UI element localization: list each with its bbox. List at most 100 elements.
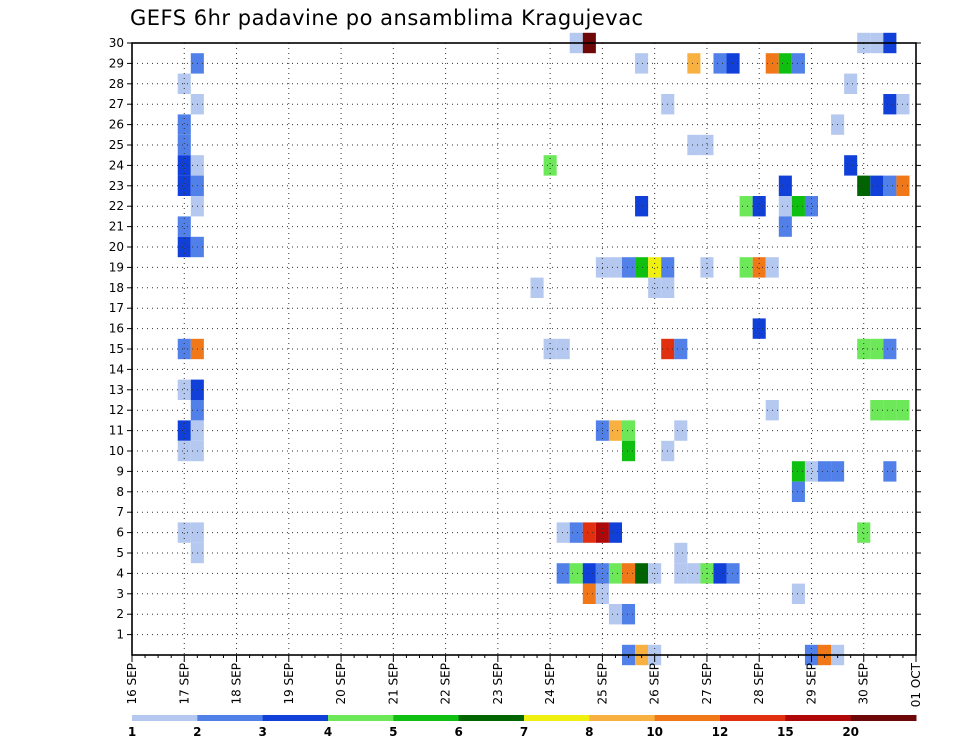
y-tick-label: 15 xyxy=(109,342,124,356)
x-tick-label: 24 SEP xyxy=(543,663,557,705)
heatmap-cell xyxy=(687,53,701,74)
y-tick-label: 10 xyxy=(109,444,124,458)
heatmap-cell xyxy=(556,563,570,584)
heatmap-cell xyxy=(870,400,884,421)
heatmap-cell xyxy=(674,420,688,441)
heatmap-cell xyxy=(791,196,805,217)
x-tick-label: 21 SEP xyxy=(386,663,400,705)
legend-swatch xyxy=(589,715,656,721)
heatmap-cell xyxy=(804,461,818,482)
heatmap-cell xyxy=(635,53,649,74)
y-tick-label: 25 xyxy=(109,138,124,152)
color-legend: 1 2 3 4 5 6 7 8 10 12 15 20 xyxy=(128,715,917,739)
plot-frame xyxy=(131,42,917,656)
x-tick-label: 25 SEP xyxy=(595,663,609,705)
y-axis-ticks: 1234567891011121314151617181920212223242… xyxy=(109,36,921,642)
y-tick-label: 19 xyxy=(109,260,124,274)
legend-label: 4 xyxy=(324,725,332,739)
heatmap-cell xyxy=(739,257,753,278)
x-tick-label: 23 SEP xyxy=(491,663,505,705)
heatmap-cell xyxy=(177,379,191,400)
legend-swatch xyxy=(785,715,852,721)
heatmap-cell xyxy=(569,563,583,584)
x-tick-label: 28 SEP xyxy=(752,663,766,705)
heatmap-cell xyxy=(556,338,570,360)
heatmap-cell xyxy=(870,175,884,196)
heatmap-cell xyxy=(844,155,858,176)
heatmap-cell xyxy=(582,522,596,543)
heatmap-cell xyxy=(791,481,805,502)
legend-label: 7 xyxy=(520,725,528,739)
heatmap-cell xyxy=(635,257,649,278)
legend-label: 6 xyxy=(454,725,462,739)
heatmap-cell xyxy=(883,94,897,115)
heatmap-cell xyxy=(713,53,727,74)
heatmap-cell xyxy=(870,338,884,360)
heatmap-cell xyxy=(844,73,858,94)
heatmap-cell xyxy=(648,257,662,278)
legend-swatch xyxy=(654,715,721,721)
heatmap-cell xyxy=(713,563,727,584)
legend-swatch xyxy=(197,715,264,721)
heatmap-cell xyxy=(635,563,649,584)
x-tick-label: 17 SEP xyxy=(177,663,191,705)
heatmap-cell xyxy=(687,134,701,156)
y-tick-label: 11 xyxy=(109,424,124,438)
legend-label: 5 xyxy=(389,725,397,739)
heatmap-cells xyxy=(177,32,910,666)
legend-swatch xyxy=(524,715,590,721)
heatmap-cell xyxy=(818,461,832,482)
heatmap-cell xyxy=(543,155,557,176)
heatmap-cell xyxy=(622,604,636,625)
x-tick-label: 29 SEP xyxy=(804,663,818,705)
grid-lines xyxy=(132,42,916,655)
heatmap-cell xyxy=(778,216,792,237)
heatmap-cell xyxy=(177,420,191,441)
legend-label: 8 xyxy=(585,725,593,739)
y-tick-label: 23 xyxy=(109,179,124,193)
heatmap-cell xyxy=(778,175,792,196)
y-tick-label: 18 xyxy=(109,281,124,295)
legend-label: 10 xyxy=(646,725,663,739)
heatmap-cell xyxy=(883,175,897,196)
heatmap-cell xyxy=(177,216,191,237)
heatmap-cell xyxy=(177,440,191,462)
heatmap-cell xyxy=(791,461,805,482)
heatmap-cell xyxy=(674,542,688,564)
y-tick-label: 6 xyxy=(116,526,124,540)
heatmap-cell xyxy=(726,53,740,74)
y-tick-label: 21 xyxy=(109,220,124,234)
heatmap-cell xyxy=(778,53,792,74)
legend-swatch xyxy=(720,715,786,721)
y-tick-label: 22 xyxy=(109,199,124,213)
heatmap-cell xyxy=(791,583,805,604)
x-axis-ticks: 16 SEP 17 SEP 18 SEP 19 SEP 20 SEP 21 SEP 22 S… xyxy=(125,655,923,707)
y-tick-label: 24 xyxy=(109,158,124,172)
y-tick-label: 9 xyxy=(116,464,124,478)
heatmap-cell xyxy=(177,134,191,156)
x-tick-label: 26 SEP xyxy=(648,663,662,705)
heatmap-cell xyxy=(635,196,649,217)
heatmap-cell xyxy=(700,257,714,278)
y-tick-label: 20 xyxy=(109,240,124,254)
legend-swatch xyxy=(458,715,525,721)
heatmap-cell xyxy=(700,134,714,156)
heatmap-cell xyxy=(726,563,740,584)
heatmap-cell xyxy=(687,563,701,584)
chart-title: GEFS 6hr padavine po ansamblima Kragujev… xyxy=(130,6,644,30)
heatmap-cell xyxy=(804,196,818,217)
heatmap-cell xyxy=(778,196,792,217)
heatmap-cell xyxy=(582,583,596,604)
heatmap-cell xyxy=(883,400,897,421)
y-tick-label: 4 xyxy=(116,566,124,580)
heatmap-cell xyxy=(674,563,688,584)
y-tick-label: 5 xyxy=(116,546,124,560)
legend-label: 2 xyxy=(193,725,201,739)
heatmap-cell xyxy=(556,522,570,543)
heatmap-cell xyxy=(177,155,191,176)
heatmap-cell xyxy=(622,563,636,584)
y-tick-label: 1 xyxy=(116,628,124,642)
heatmap-cell xyxy=(608,257,622,278)
heatmap-cell xyxy=(648,277,662,298)
